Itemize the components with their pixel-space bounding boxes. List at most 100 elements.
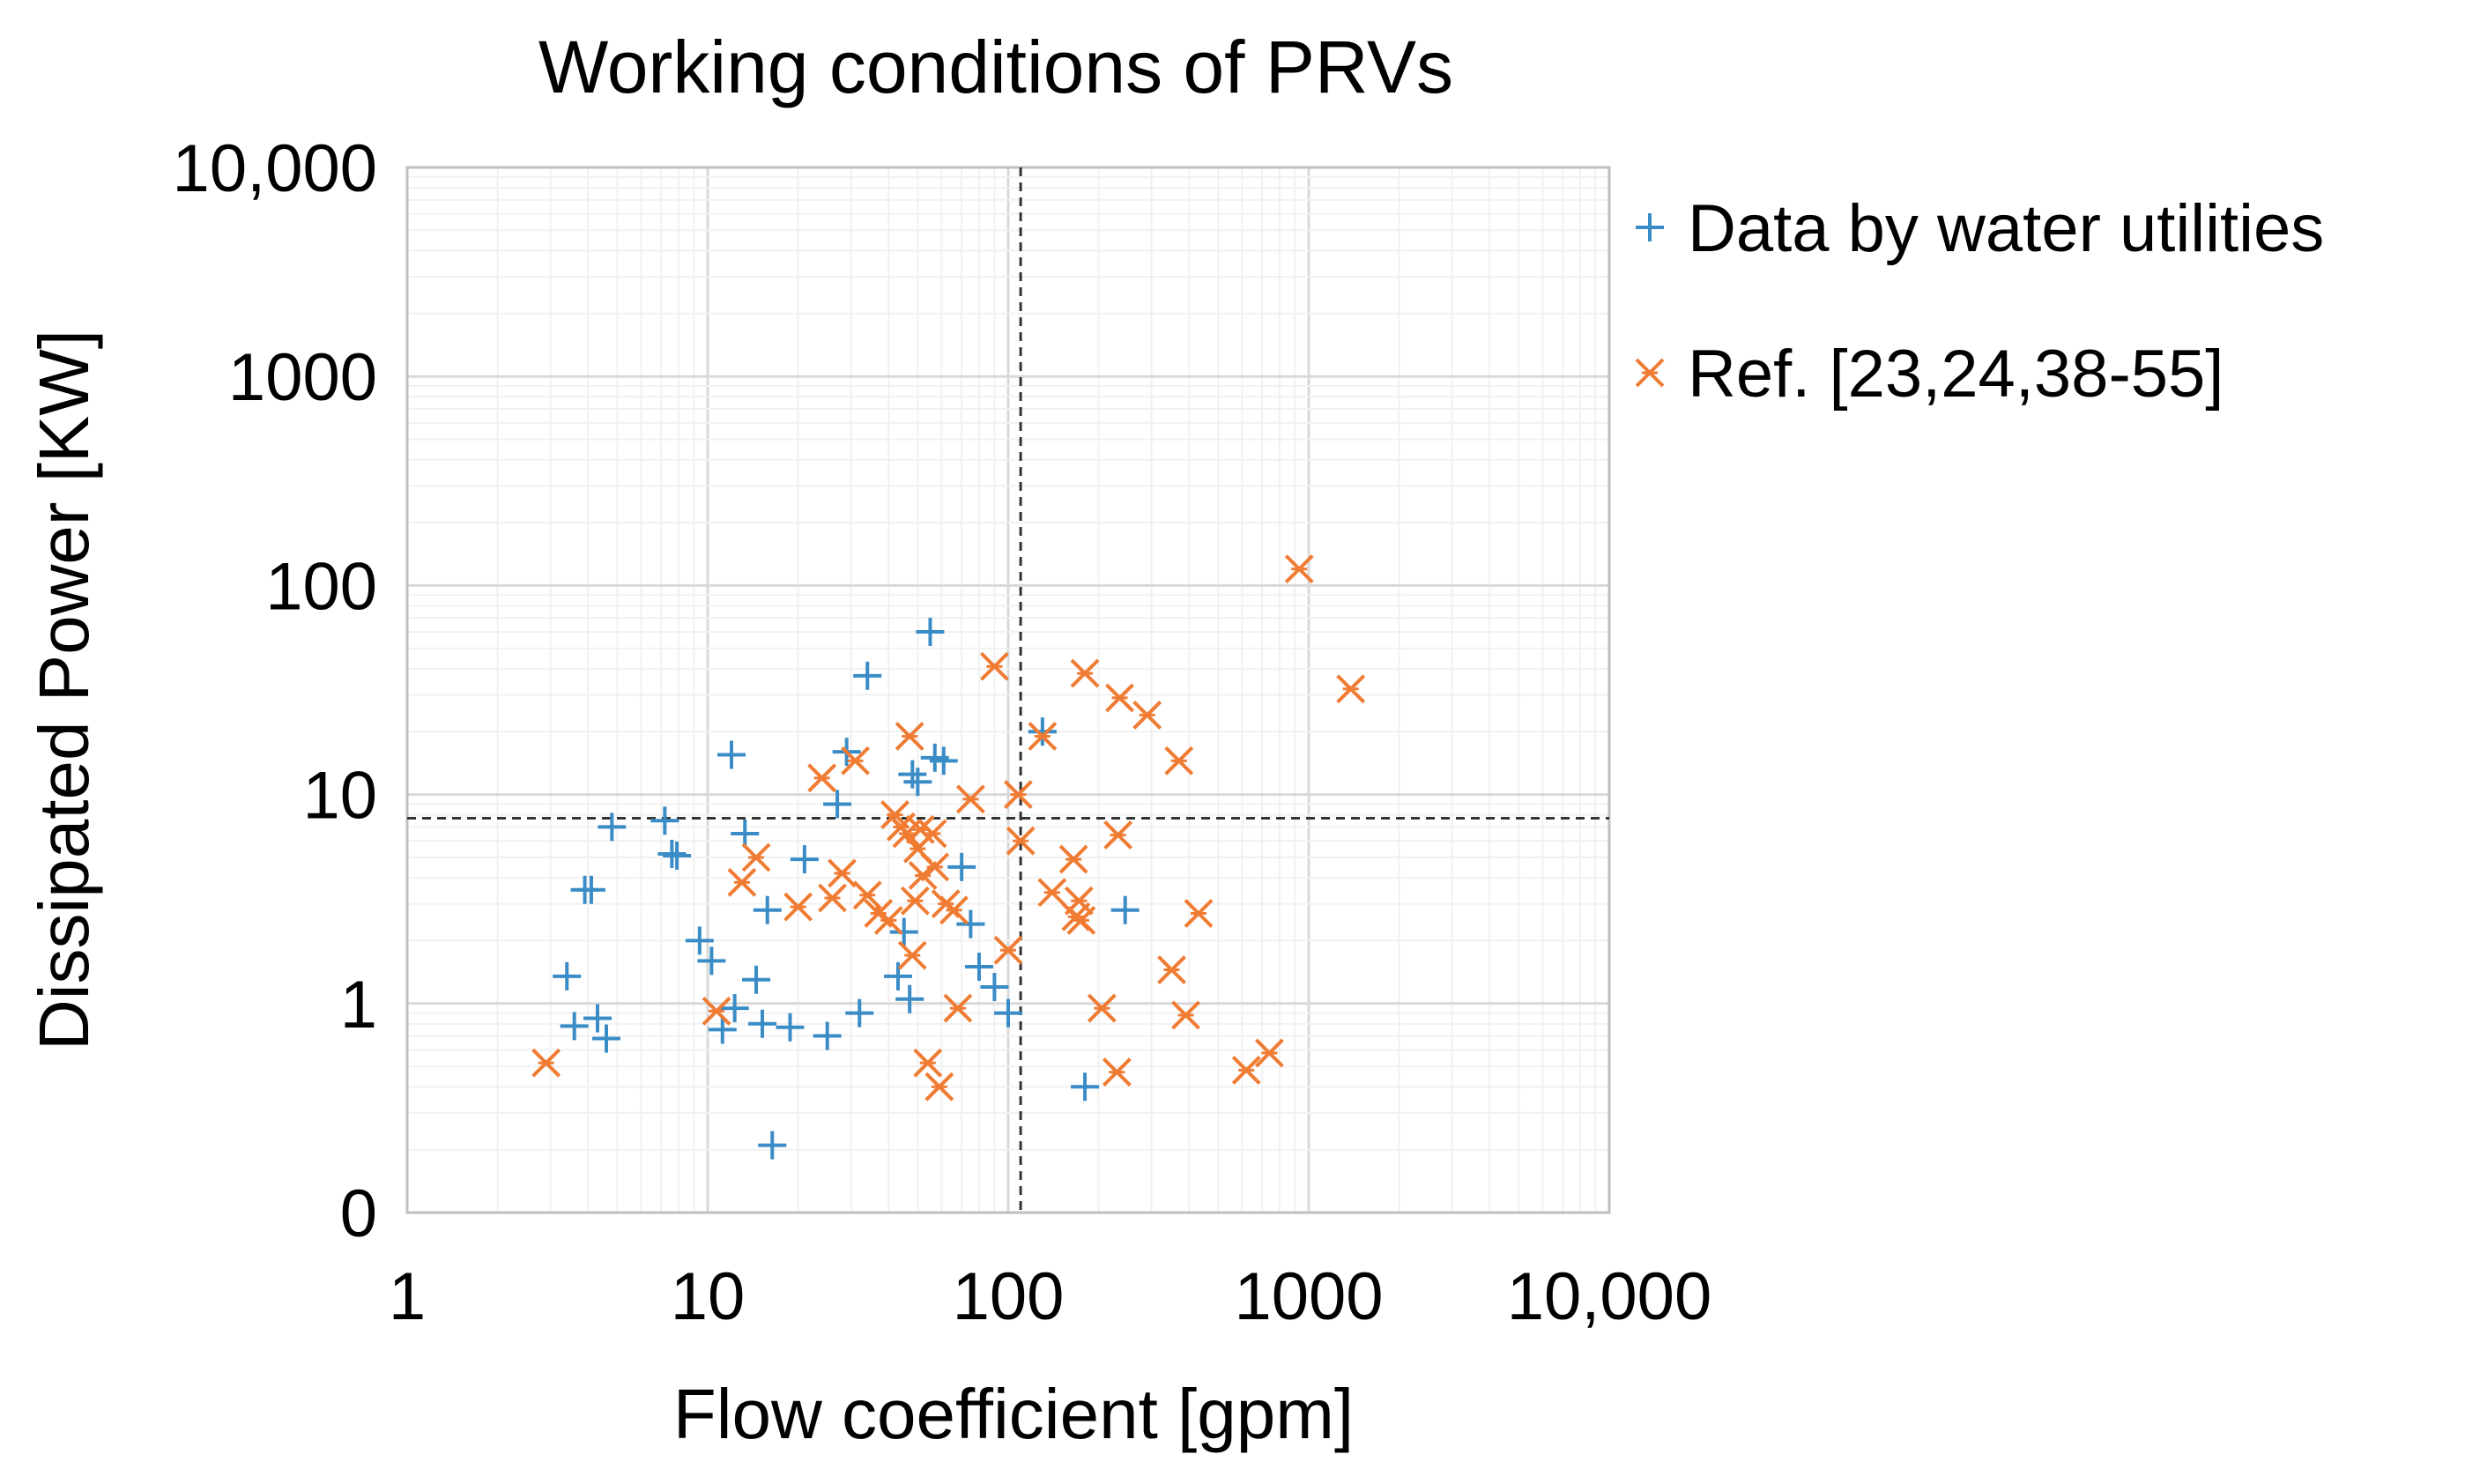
utility-data-point-19	[758, 1131, 787, 1160]
utility-data-point-14	[720, 994, 749, 1023]
reference-data-point-49	[1231, 1055, 1261, 1085]
reference-data-point-47	[1171, 1000, 1200, 1030]
utility-data-point-12	[708, 1015, 737, 1044]
reference-data-point-9	[852, 880, 882, 910]
reference-data-point-42	[1103, 820, 1133, 850]
utility-data-point-16	[742, 965, 771, 994]
utility-data-point-17	[748, 1009, 777, 1038]
y-tick-label: 100	[265, 549, 377, 624]
utility-data-point-8	[657, 839, 687, 868]
reference-data-point-8	[841, 746, 870, 775]
reference-data-point-15	[895, 722, 924, 751]
reference-data-point-4	[783, 892, 813, 922]
utility-data-point-40	[1028, 717, 1057, 746]
legend-plus-icon	[1636, 213, 1664, 241]
x-tick-label: 1	[389, 1259, 426, 1334]
reference-data-point-30	[993, 935, 1023, 965]
reference-lines	[407, 167, 1609, 1213]
y-axis-label: Dissipated Power [KW]	[25, 330, 103, 1050]
utility-data-point-41	[1071, 1072, 1100, 1102]
x-tick-label: 10,000	[1507, 1259, 1711, 1334]
reference-data-point-23	[920, 852, 950, 882]
utility-data-point-37	[964, 953, 993, 982]
reference-data-point-46	[1164, 746, 1194, 775]
x-tick-label: 100	[953, 1259, 1065, 1334]
reference-data-point-52	[1336, 674, 1366, 704]
reference-data-point-17	[900, 886, 930, 916]
reference-data-point-11	[873, 905, 903, 935]
reference-data-point-39	[1070, 658, 1100, 688]
utility-data-point-1	[560, 1012, 589, 1041]
utility-data-point-23	[823, 790, 852, 819]
utility-data-point-30	[898, 760, 927, 789]
reference-data-point-31	[1003, 780, 1033, 810]
utility-data-point-38	[980, 973, 1009, 1002]
y-tick-label: 10	[302, 759, 377, 834]
utility-data-point-27	[884, 961, 913, 991]
utility-data-point-13	[717, 740, 746, 769]
utility-data-point-6	[598, 812, 627, 842]
reference-data-point-50	[1254, 1038, 1284, 1068]
reference-data-point-6	[818, 883, 847, 913]
legend-marker-plus	[1636, 213, 1664, 241]
utility-data-point-22	[813, 1021, 842, 1050]
reference-data-point-28	[955, 784, 985, 814]
utility-data-point-4	[583, 1004, 613, 1033]
y-tick-label: 0	[340, 1176, 377, 1251]
reference-data-point-21	[913, 1048, 943, 1078]
reference-data-point-1	[702, 996, 731, 1026]
x-tick-label: 1000	[1234, 1259, 1383, 1334]
reference-data-point-33	[1028, 722, 1058, 751]
utility-data-point-18	[753, 895, 782, 924]
x-axis-label: Flow coefficient [gpm]	[673, 1375, 1354, 1453]
legend-star-icon	[1635, 358, 1665, 388]
reference-data-point-16	[897, 940, 927, 970]
chart-title: Working conditions of PRVs	[538, 26, 1453, 108]
utility-data-point-7	[650, 806, 679, 835]
reference-data-point-40	[1087, 993, 1117, 1023]
reference-data-point-38	[1066, 905, 1096, 935]
utility-data-point-29	[895, 984, 924, 1013]
legend-marker-star	[1635, 358, 1665, 388]
reference-data-point-51	[1284, 554, 1314, 584]
utility-data-point-3	[576, 875, 605, 904]
utility-data-point-15	[731, 819, 760, 848]
reference-data-point-35	[1058, 844, 1088, 874]
plot-area-frame	[405, 166, 1611, 1214]
reference-data-point-5	[807, 763, 837, 793]
reference-data-point-2	[727, 867, 757, 897]
utility-data-point-11	[697, 946, 726, 976]
reference-data-point-3	[741, 842, 771, 872]
utility-data-point-32	[916, 618, 945, 647]
utility-data-point-39	[994, 998, 1022, 1028]
reference-data-point-32	[1006, 826, 1036, 856]
reference-data-point-41	[1102, 1057, 1132, 1087]
reference-data-point-22	[917, 819, 947, 849]
reference-data-point-34	[1037, 878, 1067, 908]
data-points	[531, 554, 1366, 1160]
utility-data-point-42	[1110, 895, 1140, 924]
utility-data-point-20	[776, 1013, 805, 1042]
grid	[407, 167, 1609, 1213]
utility-data-point-25	[845, 998, 874, 1028]
utility-data-point-5	[592, 1024, 621, 1053]
utility-data-point-21	[790, 845, 819, 874]
utility-data-point-35	[947, 852, 976, 881]
y-tick-label: 1	[340, 968, 377, 1043]
utility-data-point-10	[685, 926, 714, 955]
legend: Data by water utilities Ref. [23,24,38-5…	[1635, 191, 2324, 412]
reference-data-point-7	[828, 858, 857, 888]
x-tick-label: 10	[671, 1259, 746, 1334]
reference-data-point-48	[1184, 899, 1214, 928]
reference-data-point-26	[939, 895, 969, 925]
utility-data-point-0	[553, 961, 582, 991]
reference-data-point-27	[943, 993, 973, 1023]
reference-data-point-44	[1132, 700, 1162, 730]
utility-data-point-36	[956, 909, 985, 939]
y-tick-label: 1000	[228, 340, 377, 415]
reference-data-point-24	[924, 1072, 954, 1102]
utility-data-point-26	[853, 661, 882, 690]
utility-data-point-34	[929, 746, 958, 775]
